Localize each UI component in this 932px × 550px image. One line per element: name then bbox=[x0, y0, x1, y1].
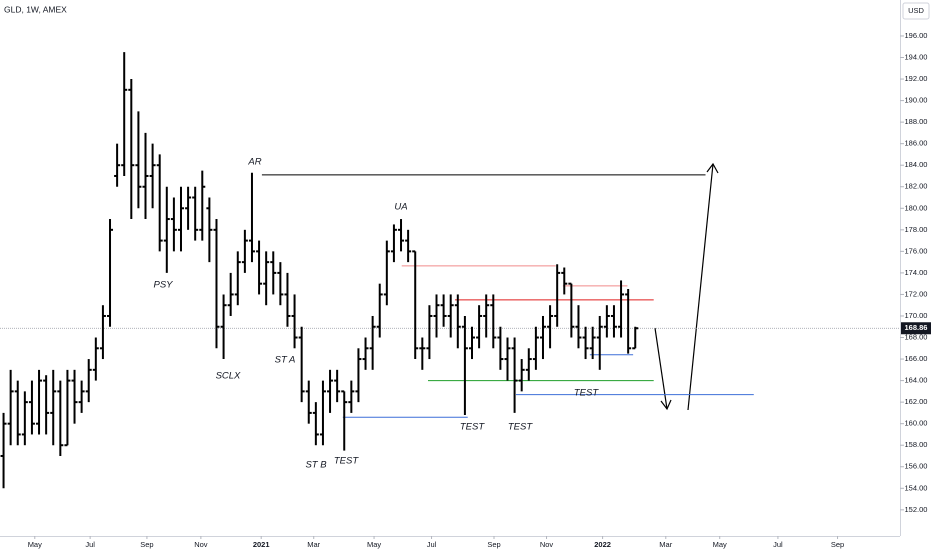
x-tick-label: Sep bbox=[487, 540, 500, 549]
x-tick-label: 2021 bbox=[253, 540, 270, 549]
x-tick-label: May bbox=[367, 540, 381, 549]
y-tick-label: 156.00 bbox=[905, 462, 928, 471]
last-price-label: 168.86 bbox=[905, 323, 928, 332]
y-tick-label: 152.00 bbox=[905, 505, 928, 514]
y-tick-label: 166.00 bbox=[905, 354, 928, 363]
arrows bbox=[654, 162, 719, 411]
x-tick-label: May bbox=[713, 540, 727, 549]
x-tick-label: Sep bbox=[140, 540, 153, 549]
x-tick-label: Jul bbox=[773, 540, 783, 549]
y-tick-label: 162.00 bbox=[905, 397, 928, 406]
y-tick-label: 194.00 bbox=[905, 52, 928, 61]
chart-title: GLD, 1W, AMEX bbox=[4, 4, 67, 14]
y-tick-label: 182.00 bbox=[905, 182, 928, 191]
x-tick-label: Jul bbox=[85, 540, 95, 549]
up-arrow bbox=[687, 163, 714, 411]
annotation: ST B bbox=[305, 460, 327, 471]
x-tick-label: Sep bbox=[831, 540, 844, 549]
currency: USD bbox=[908, 6, 924, 15]
last-price-box bbox=[901, 322, 931, 335]
y-tick-label: 154.00 bbox=[905, 483, 928, 492]
x-tick-label: Jul bbox=[427, 540, 437, 549]
annotation: PSY bbox=[153, 280, 173, 291]
y-tick-label: 180.00 bbox=[905, 203, 928, 212]
x-tick-label: Mar bbox=[659, 540, 672, 549]
y-tick-label: 170.00 bbox=[905, 311, 928, 320]
up-arrow-head bbox=[706, 162, 719, 174]
y-tick-label: 174.00 bbox=[905, 268, 928, 277]
y-tick-label: 190.00 bbox=[905, 96, 928, 105]
annotation: AR bbox=[247, 157, 261, 168]
y-tick-label: 158.00 bbox=[905, 440, 928, 449]
annotation: TEST bbox=[574, 388, 599, 399]
annotation: TEST bbox=[508, 422, 533, 433]
annotation: TEST bbox=[334, 456, 359, 467]
annotation: UA bbox=[394, 202, 407, 213]
y-tick-label: 168.00 bbox=[905, 333, 928, 342]
annotation: SCLX bbox=[216, 371, 241, 382]
y-tick-label: 188.00 bbox=[905, 117, 928, 126]
x-tick-label: Mar bbox=[307, 540, 320, 549]
y-tick-label: 176.00 bbox=[905, 246, 928, 255]
x-tick-label: May bbox=[28, 540, 42, 549]
x-tick-label: Nov bbox=[540, 540, 554, 549]
y-tick-label: 186.00 bbox=[905, 139, 928, 148]
y-tick-label: 192.00 bbox=[905, 74, 928, 83]
y-tick-label: 184.00 bbox=[905, 160, 928, 169]
y-tick-label: 172.00 bbox=[905, 289, 928, 298]
x-tick-label: Nov bbox=[194, 540, 208, 549]
down-arrow-head bbox=[660, 399, 672, 411]
annotation: ST A bbox=[275, 355, 296, 366]
y-tick-label: 164.00 bbox=[905, 376, 928, 385]
y-tick-label: 160.00 bbox=[905, 419, 928, 428]
x-tick-label: 2022 bbox=[594, 540, 611, 549]
y-tick-label: 178.00 bbox=[905, 225, 928, 234]
bars bbox=[0, 52, 639, 489]
down-arrow bbox=[654, 327, 668, 410]
annotation: TEST bbox=[460, 422, 485, 433]
currency-box bbox=[902, 2, 930, 20]
y-tick-label: 196.00 bbox=[905, 31, 928, 40]
